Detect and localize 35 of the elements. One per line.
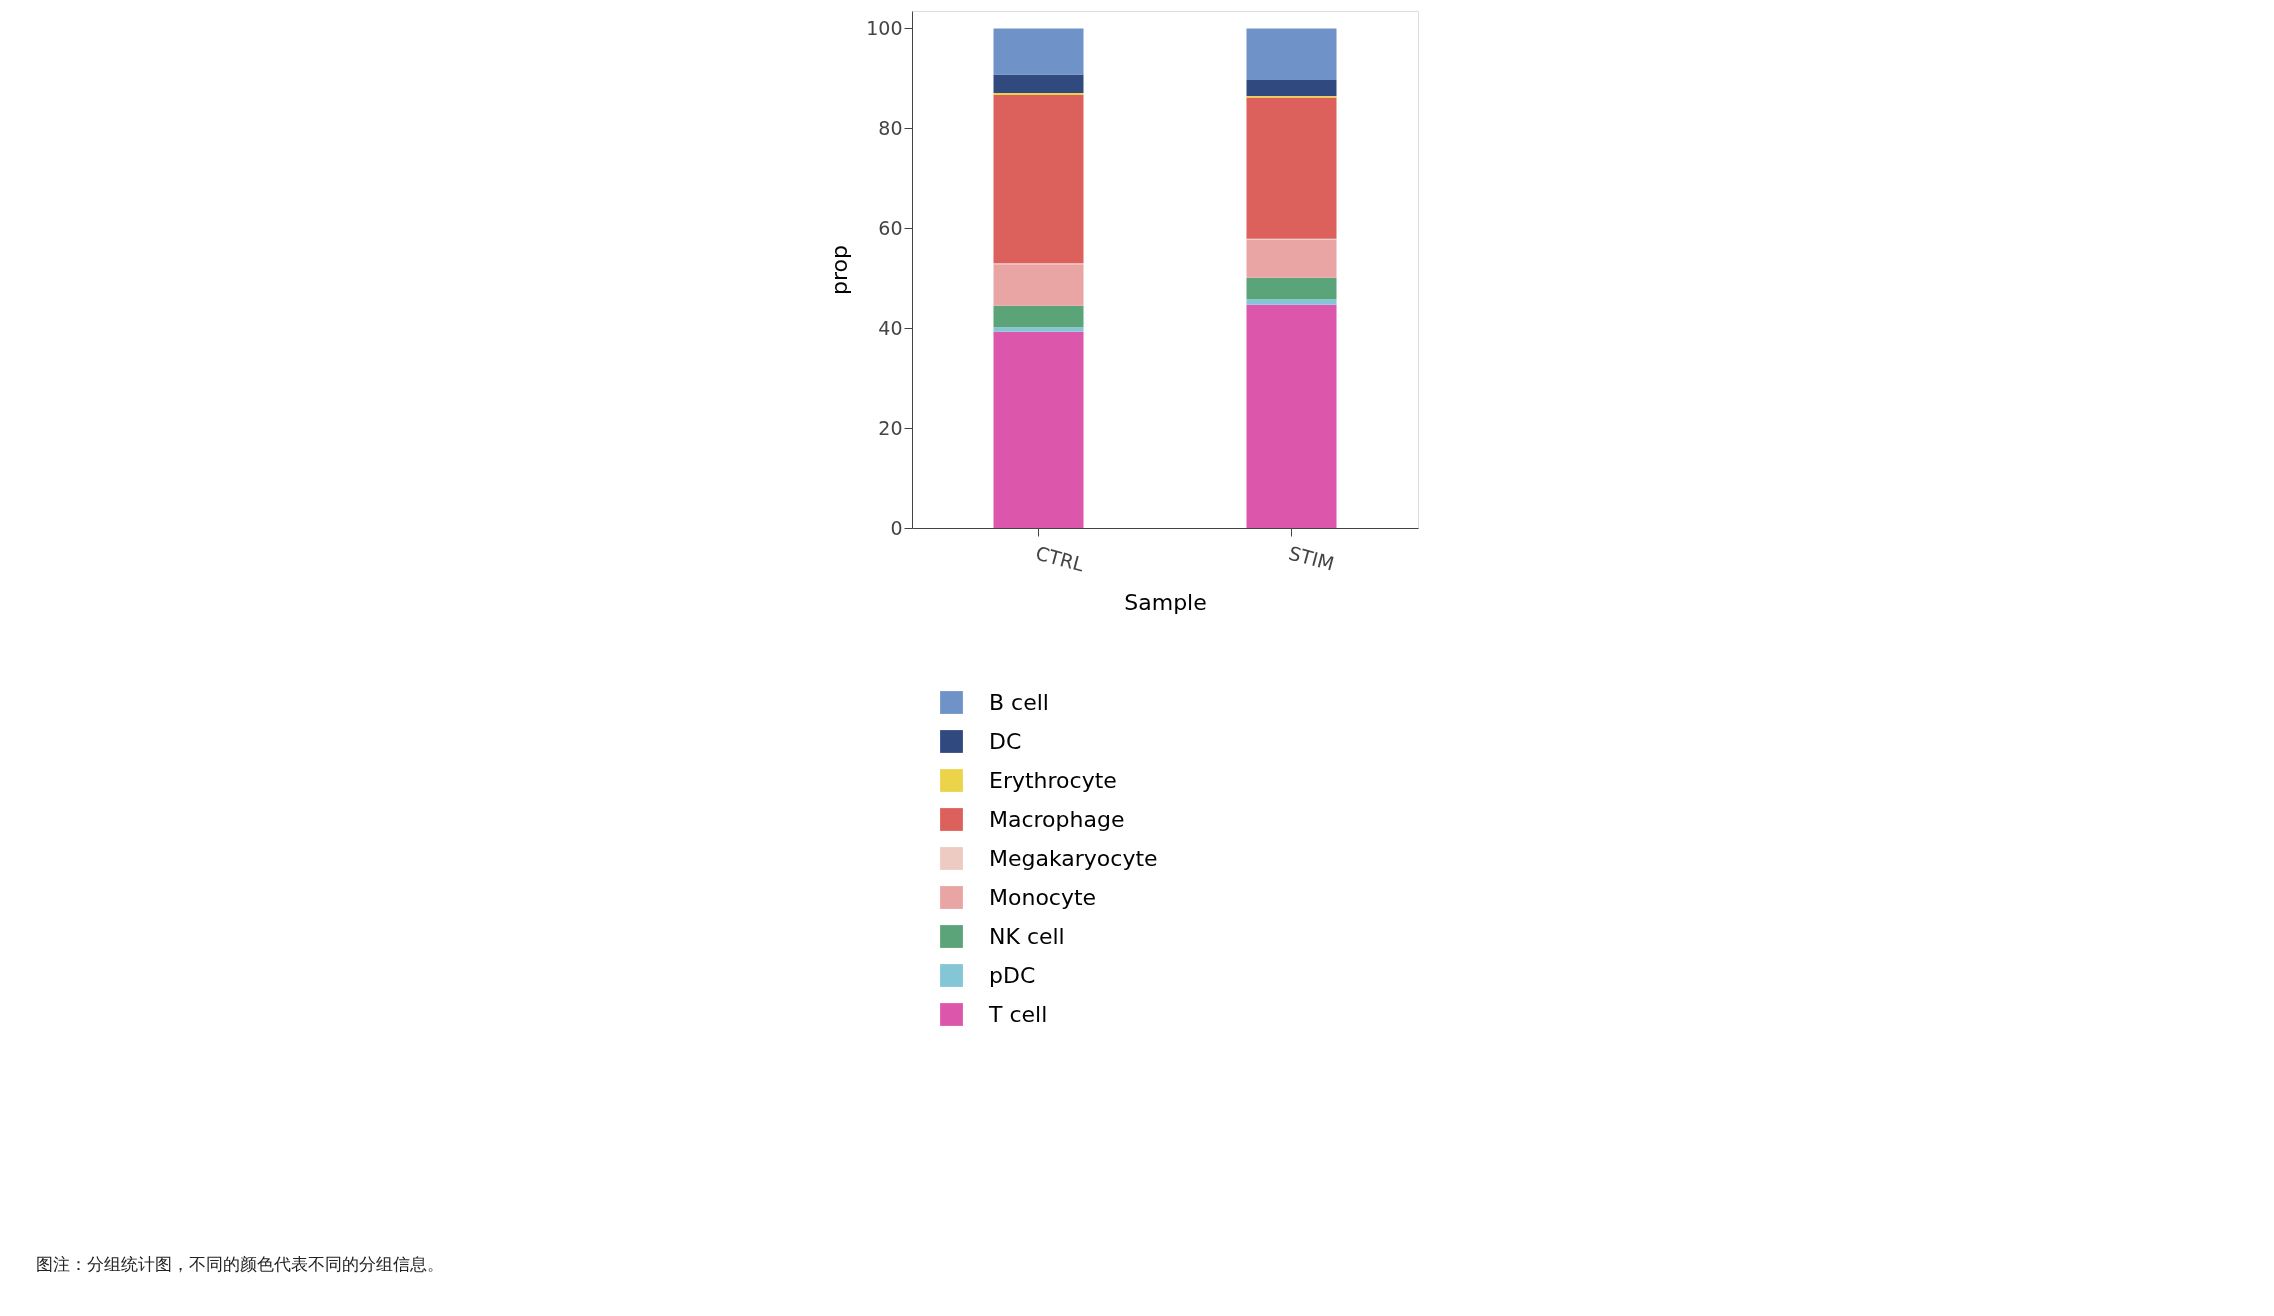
bar [1246,299,1337,305]
bar [993,74,1084,93]
legend-label: pDC [989,962,1036,988]
legend-label: B cell [989,689,1049,715]
bar [993,305,1084,328]
legend-label: Monocyte [989,884,1097,910]
bar [993,92,1084,95]
y-tick-label: 20 [878,416,903,439]
y-tick-label: 100 [866,16,903,39]
bar [1246,79,1337,96]
bar [1246,97,1337,239]
bar [993,327,1084,332]
legend-label: Erythrocyte [989,767,1117,793]
bar [993,94,1084,264]
x-axis-title: Sample [1124,590,1207,616]
x-tick-label: STIM [1286,541,1337,575]
bar [1246,277,1337,300]
y-tick-label: 60 [878,216,903,239]
bar [1246,28,1337,80]
bar [993,28,1084,75]
bar [1246,304,1337,528]
bar [1246,239,1337,278]
y-tick-label: 80 [878,116,903,139]
legend-label: T cell [988,1001,1048,1027]
bar [993,264,1084,306]
legend-label: Macrophage [989,806,1125,832]
text: 图注：分组统计图，不同的颜色代表不同的分组信息。 [36,1254,444,1274]
y-axis-title: prop [827,245,853,295]
x-tick-label: CTRL [1033,541,1087,576]
y-tick-label: 0 [890,516,903,539]
legend-label: NK cell [989,923,1065,949]
legend-label: Megakaryocyte [989,845,1158,871]
bar [993,331,1084,528]
legend-label: DC [989,728,1022,754]
y-tick-label: 40 [878,316,903,339]
